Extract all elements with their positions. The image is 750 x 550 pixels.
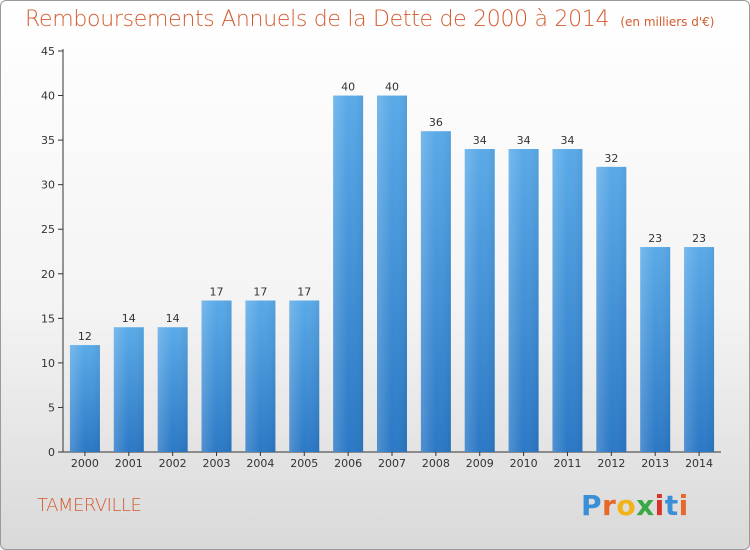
chart-title-text: Remboursements Annuels de la Dette de 20… [25, 7, 610, 32]
bar-shine [157, 327, 188, 452]
bar-value-label: 17 [253, 286, 267, 299]
y-tick-label: 10 [41, 357, 55, 370]
y-tick-label: 30 [41, 179, 55, 192]
bar-shine [508, 149, 539, 452]
bar-value-label: 34 [560, 134, 574, 147]
chart-title: Remboursements Annuels de la Dette de 20… [25, 7, 714, 32]
x-tick-label: 2003 [203, 457, 231, 470]
bar-value-label: 23 [692, 232, 706, 245]
x-tick-label: 2013 [641, 457, 669, 470]
bar-shine [684, 247, 715, 452]
x-tick-label: 2011 [553, 457, 581, 470]
bar-value-label: 23 [648, 232, 662, 245]
x-tick-label: 2000 [71, 457, 99, 470]
bar-shine [289, 300, 320, 452]
y-tick-label: 15 [41, 312, 55, 325]
y-tick-label: 0 [48, 446, 55, 459]
bar-shine [69, 345, 100, 452]
chart-unit-label: (en milliers d'€) [620, 15, 715, 29]
proxiti-logo[interactable]: Proxiti [581, 489, 689, 522]
bar-value-label: 12 [78, 330, 92, 343]
y-tick-label: 40 [41, 90, 55, 103]
x-tick-label: 2004 [246, 457, 274, 470]
bar-value-label: 14 [122, 312, 136, 325]
x-tick-label: 2002 [159, 457, 187, 470]
x-tick-label: 2012 [597, 457, 625, 470]
bar-value-label: 32 [604, 152, 618, 165]
bar-value-label: 34 [517, 134, 531, 147]
logo-letter: r [602, 489, 617, 522]
bar-value-label: 17 [297, 286, 311, 299]
bar-shine [464, 149, 495, 452]
bar-value-label: 40 [341, 81, 355, 94]
city-name: TAMERVILLE [37, 495, 142, 516]
bar-shine [420, 131, 451, 452]
bar-shine [377, 95, 407, 453]
logo-letter: t [664, 489, 679, 522]
bar-shine [113, 327, 144, 452]
bar-shine [201, 300, 232, 452]
x-tick-label: 2010 [510, 457, 538, 470]
x-tick-label: 2009 [466, 457, 494, 470]
bar-value-label: 17 [210, 286, 224, 299]
y-tick-label: 25 [41, 223, 55, 236]
x-tick-label: 2007 [378, 457, 406, 470]
bar-shine [552, 149, 583, 452]
logo-letter: i [678, 489, 689, 522]
bar-value-label: 36 [429, 116, 443, 129]
logo-letter: x [636, 489, 655, 522]
bar-shine [640, 247, 671, 452]
x-tick-label: 2006 [334, 457, 362, 470]
x-tick-label: 2005 [290, 457, 318, 470]
bar-value-label: 14 [166, 312, 180, 325]
logo-letter: o [616, 489, 637, 522]
bar-value-label: 34 [473, 134, 487, 147]
y-tick-label: 5 [48, 401, 55, 414]
bar-shine [245, 300, 276, 452]
y-tick-label: 35 [41, 134, 55, 147]
y-tick-label: 45 [41, 45, 55, 58]
x-tick-label: 2001 [115, 457, 143, 470]
bar-shine [596, 166, 627, 452]
logo-letter: P [581, 489, 603, 522]
x-tick-label: 2008 [422, 457, 450, 470]
bar-value-label: 40 [385, 81, 399, 94]
x-tick-label: 2014 [685, 457, 713, 470]
bar-shine [333, 95, 364, 453]
logo-letter: i [654, 489, 665, 522]
y-tick-label: 20 [41, 268, 55, 281]
